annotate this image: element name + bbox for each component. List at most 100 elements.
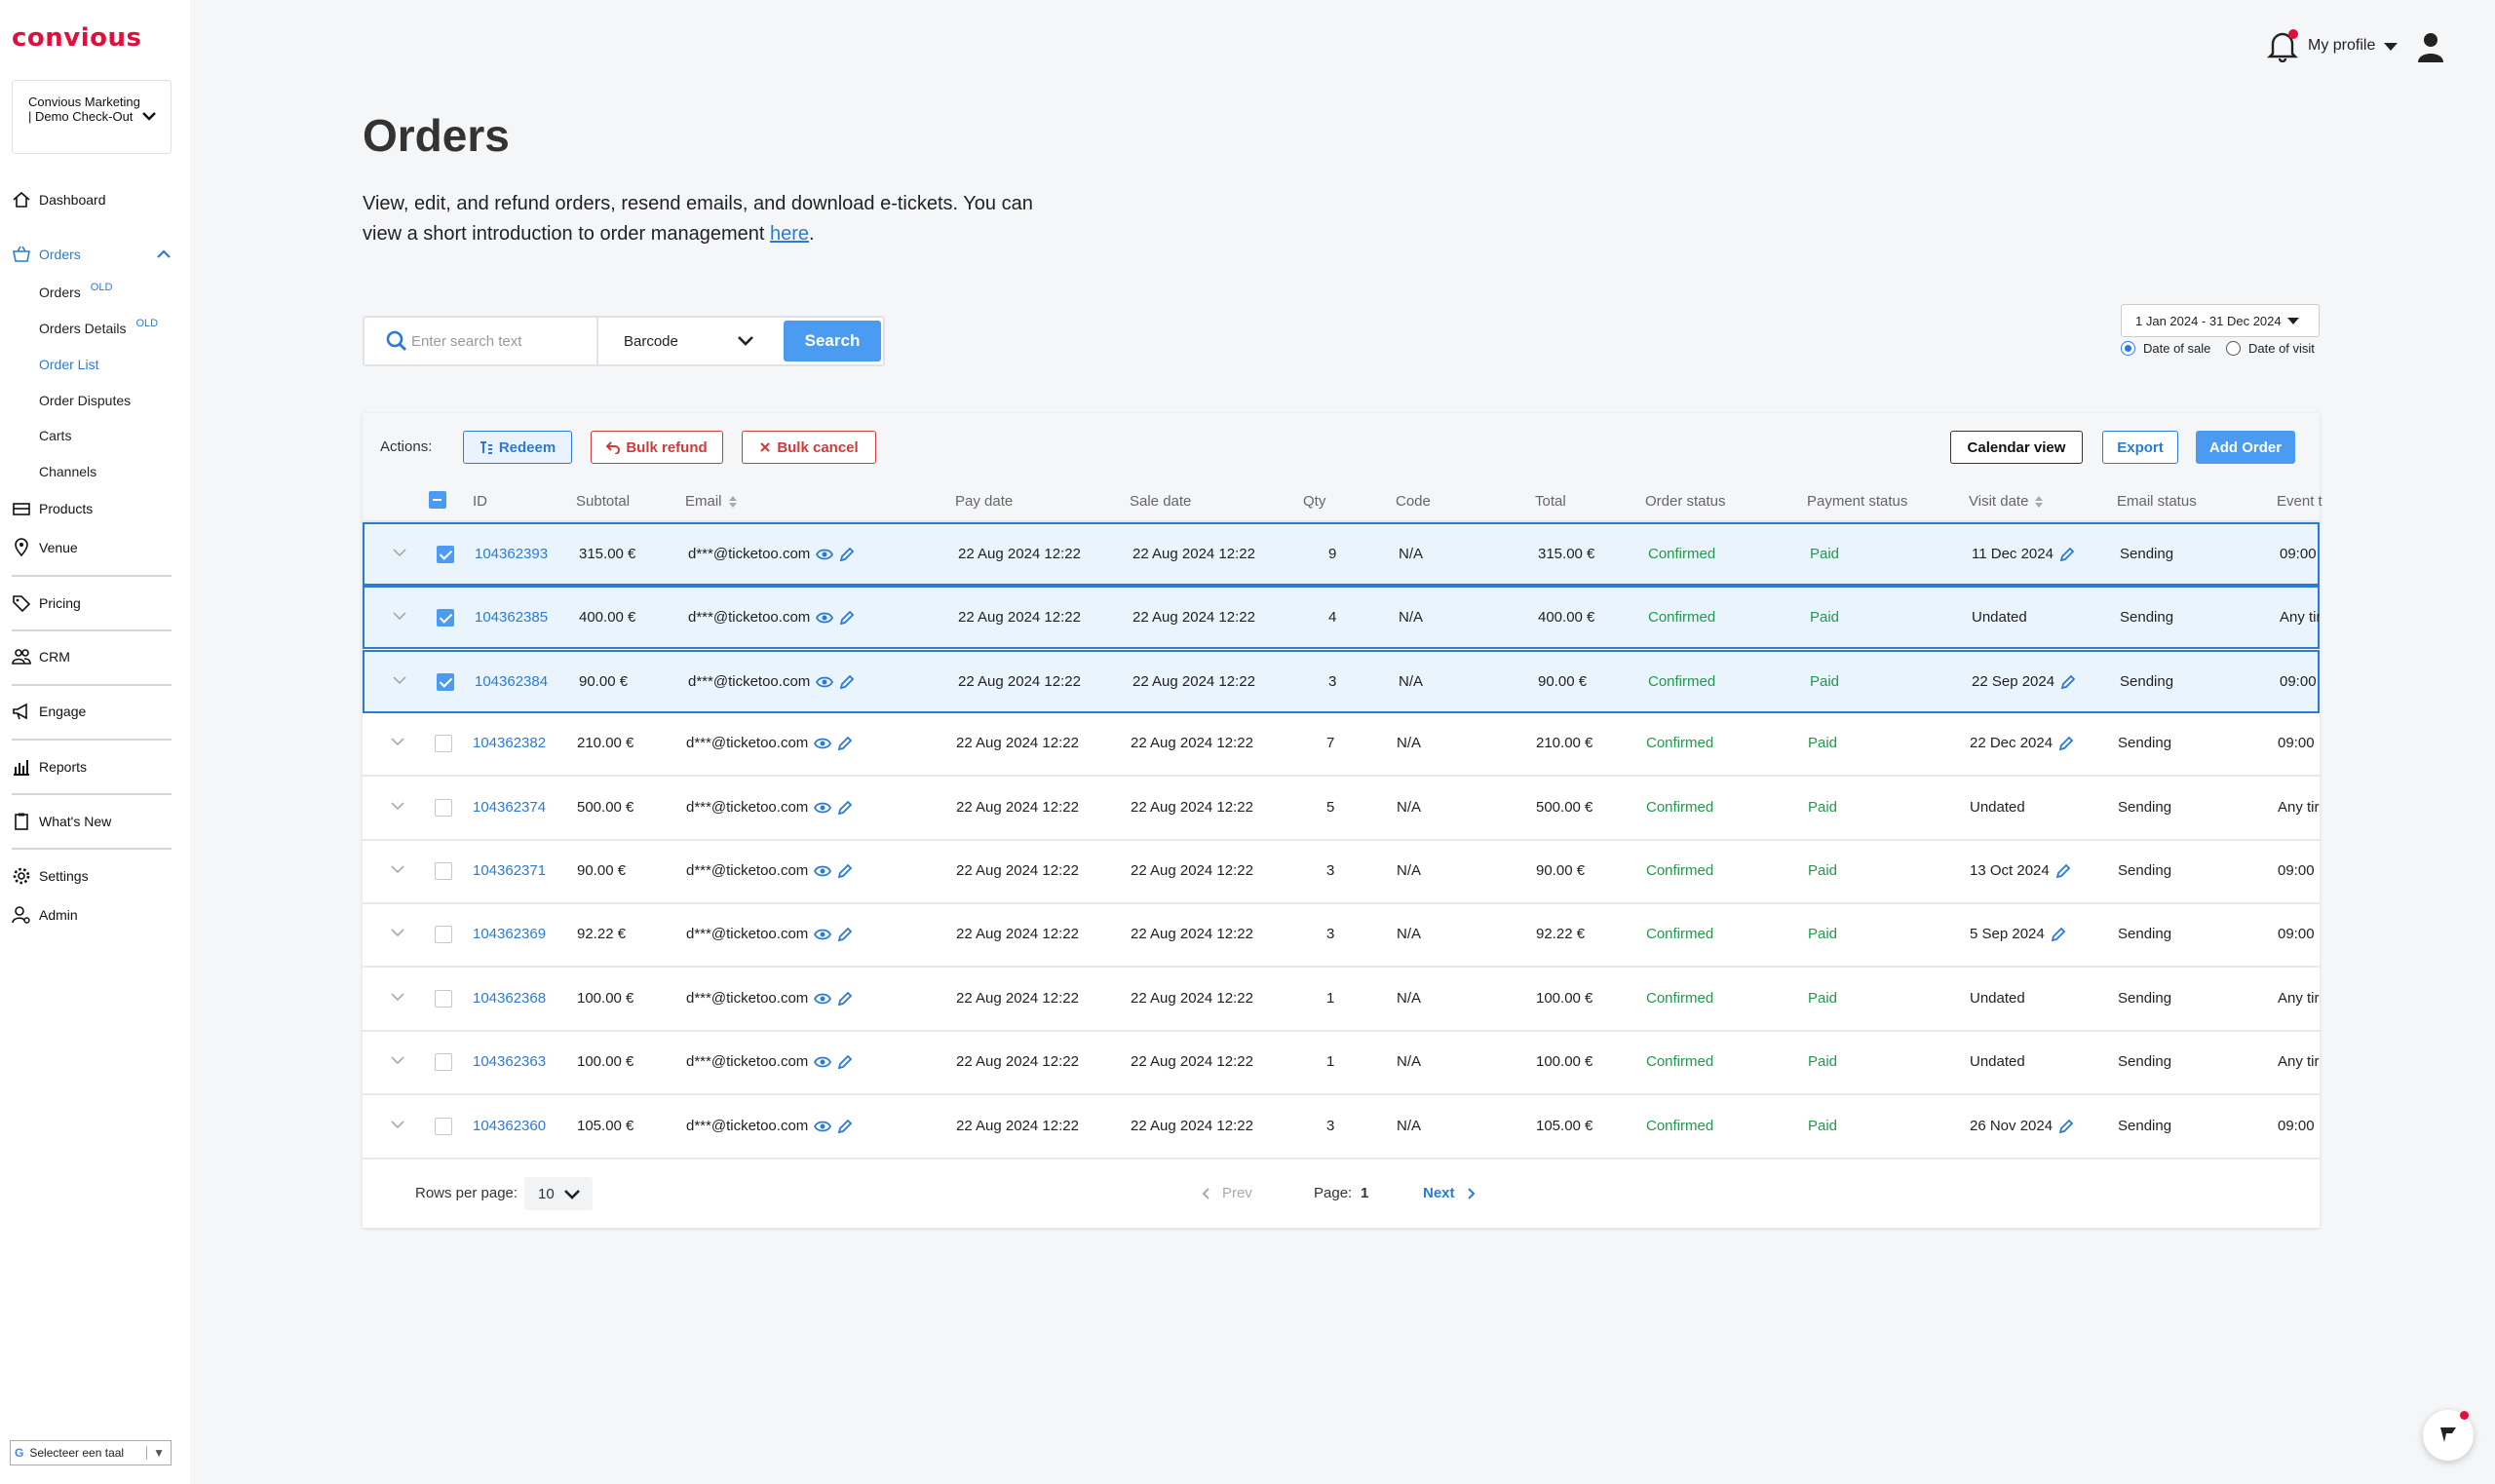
cell-value[interactable]: 104362382: [473, 735, 547, 752]
row-checkbox[interactable]: [437, 609, 454, 628]
pencil-icon[interactable]: [2060, 674, 2076, 690]
prev-page-button[interactable]: Prev: [1201, 1185, 1252, 1201]
cell-id[interactable]: 104362393: [475, 546, 548, 562]
table-row[interactable]: 104362363 100.00 € d***@ticketoo.com 22 Aug…: [363, 1032, 2320, 1096]
table-row[interactable]: 104362384 90.00 € d***@ticketoo.com 22 Aug …: [363, 649, 2320, 713]
search-input[interactable]: Enter search text: [365, 318, 598, 364]
cell-id[interactable]: 104362382: [473, 735, 546, 751]
pencil-icon[interactable]: [2058, 1119, 2074, 1134]
cell-id[interactable]: 104362360: [473, 1118, 546, 1134]
col-event-time[interactable]: Event t: [2277, 493, 2322, 510]
cell-id[interactable]: 104362374: [473, 799, 546, 816]
pencil-icon[interactable]: [837, 800, 853, 816]
col-sale-date[interactable]: Sale date: [1130, 493, 1192, 510]
user-avatar-icon[interactable]: [2415, 31, 2446, 64]
pencil-icon[interactable]: [839, 547, 855, 562]
chevron-down-icon[interactable]: [390, 928, 405, 937]
row-checkbox[interactable]: [435, 926, 452, 944]
sidebar-subitem-carts[interactable]: Carts: [39, 428, 72, 443]
chevron-down-icon[interactable]: [390, 801, 405, 811]
row-checkbox[interactable]: [437, 546, 454, 563]
table-row[interactable]: 104362360 105.00 € d***@ticketoo.com 22 Aug…: [363, 1095, 2320, 1160]
eye-icon[interactable]: [816, 548, 834, 561]
col-pay-date[interactable]: Pay date: [955, 493, 1014, 510]
next-page-button[interactable]: Next: [1423, 1185, 1477, 1201]
sidebar-subitem-order-list[interactable]: Order List: [39, 357, 99, 372]
table-row[interactable]: 104362374 500.00 € d***@ticketoo.com 22 Aug…: [363, 777, 2320, 841]
table-row[interactable]: 104362369 92.22 € d***@ticketoo.com 22 Aug …: [363, 904, 2320, 969]
eye-icon[interactable]: [814, 1055, 832, 1069]
col-order-status[interactable]: Order status: [1645, 493, 1726, 510]
account-selector[interactable]: Convious Marketing | Demo Check-Out: [12, 80, 172, 154]
pencil-icon[interactable]: [2059, 547, 2075, 562]
select-all-checkbox[interactable]: [429, 491, 446, 509]
eye-icon[interactable]: [816, 611, 834, 625]
chevron-down-icon[interactable]: [390, 1055, 405, 1065]
radio-date-of-sale[interactable]: Date of sale: [2121, 341, 2210, 356]
sidebar-item-whats-new[interactable]: What's New: [12, 810, 111, 833]
col-email[interactable]: Email: [685, 493, 738, 510]
row-checkbox[interactable]: [435, 1053, 452, 1072]
chevron-down-icon[interactable]: [390, 992, 405, 1002]
bell-icon[interactable]: [2267, 29, 2298, 62]
pencil-icon[interactable]: [837, 863, 853, 879]
sidebar-subitem-orders-details[interactable]: Orders Details OLD: [39, 318, 158, 338]
table-row[interactable]: 104362368 100.00 € d***@ticketoo.com 22 Aug…: [363, 968, 2320, 1032]
sidebar-item-crm[interactable]: CRM: [12, 645, 70, 668]
col-visit-date[interactable]: Visit date: [1969, 493, 2044, 510]
language-selector[interactable]: G Selecteer een taal ▼: [10, 1440, 172, 1465]
intro-here-link[interactable]: here: [770, 223, 810, 245]
my-profile-link[interactable]: My profile: [2308, 37, 2376, 54]
row-checkbox[interactable]: [435, 1117, 452, 1135]
eye-icon[interactable]: [814, 737, 832, 750]
sidebar-item-pricing[interactable]: Pricing: [12, 591, 81, 615]
row-checkbox[interactable]: [435, 798, 452, 817]
convious-logo[interactable]: convious: [12, 23, 142, 53]
eye-icon[interactable]: [816, 675, 834, 689]
cell-value[interactable]: 104362384: [475, 672, 549, 690]
sidebar-item-admin[interactable]: Admin: [12, 903, 78, 927]
caret-down-icon[interactable]: [2384, 43, 2398, 51]
pencil-icon[interactable]: [837, 1119, 853, 1134]
cell-id[interactable]: 104362385: [475, 609, 548, 626]
bulk-cancel-button[interactable]: Bulk cancel: [742, 431, 876, 464]
search-type-select[interactable]: Barcode: [600, 318, 772, 364]
cell-value[interactable]: 104362368: [473, 989, 547, 1007]
cell-value[interactable]: 104362385: [475, 609, 549, 627]
radio-button[interactable]: [2121, 341, 2135, 356]
col-id[interactable]: ID: [473, 493, 487, 510]
sidebar-subitem-order-disputes[interactable]: Order Disputes: [39, 393, 132, 408]
pencil-icon[interactable]: [839, 610, 855, 626]
col-payment-status[interactable]: Payment status: [1807, 493, 1908, 510]
search-button[interactable]: Search: [784, 321, 881, 361]
cell-id[interactable]: 104362371: [473, 862, 546, 879]
sidebar-item-venue[interactable]: Venue: [12, 536, 78, 559]
cell-id[interactable]: 104362369: [473, 926, 546, 942]
date-range-picker[interactable]: 1 Jan 2024 - 31 Dec 2024: [2121, 304, 2320, 337]
eye-icon[interactable]: [814, 1120, 832, 1133]
table-row[interactable]: 104362393 315.00 € d***@ticketoo.com 22 Aug…: [363, 522, 2320, 586]
row-checkbox[interactable]: [435, 989, 452, 1008]
table-row[interactable]: 104362371 90.00 € d***@ticketoo.com 22 Aug …: [363, 841, 2320, 904]
chevron-up-icon[interactable]: [156, 248, 172, 260]
col-qty[interactable]: Qty: [1303, 493, 1326, 510]
sidebar-item-orders[interactable]: Orders: [12, 243, 81, 266]
pencil-icon[interactable]: [839, 674, 855, 690]
pencil-icon[interactable]: [2058, 736, 2074, 751]
pencil-icon[interactable]: [837, 991, 853, 1007]
cell-value[interactable]: 104362374: [473, 798, 547, 816]
pencil-icon[interactable]: [837, 1054, 853, 1070]
col-subtotal[interactable]: Subtotal: [576, 493, 631, 510]
sidebar-item-products[interactable]: Products: [12, 497, 93, 520]
export-button[interactable]: Export: [2102, 431, 2178, 464]
row-checkbox[interactable]: [435, 862, 452, 880]
table-row[interactable]: 104362385 400.00 € d***@ticketoo.com 22 Aug…: [363, 586, 2320, 650]
cell-value[interactable]: 104362371: [473, 862, 547, 879]
page-number[interactable]: 1: [1361, 1185, 1369, 1201]
chevron-down-icon[interactable]: [392, 548, 407, 557]
cell-id[interactable]: 104362363: [473, 1053, 546, 1070]
chevron-down-icon[interactable]: [390, 864, 405, 874]
chevron-down-icon[interactable]: [390, 737, 405, 746]
row-checkbox[interactable]: [435, 735, 452, 753]
cell-value[interactable]: 104362360: [473, 1117, 547, 1134]
